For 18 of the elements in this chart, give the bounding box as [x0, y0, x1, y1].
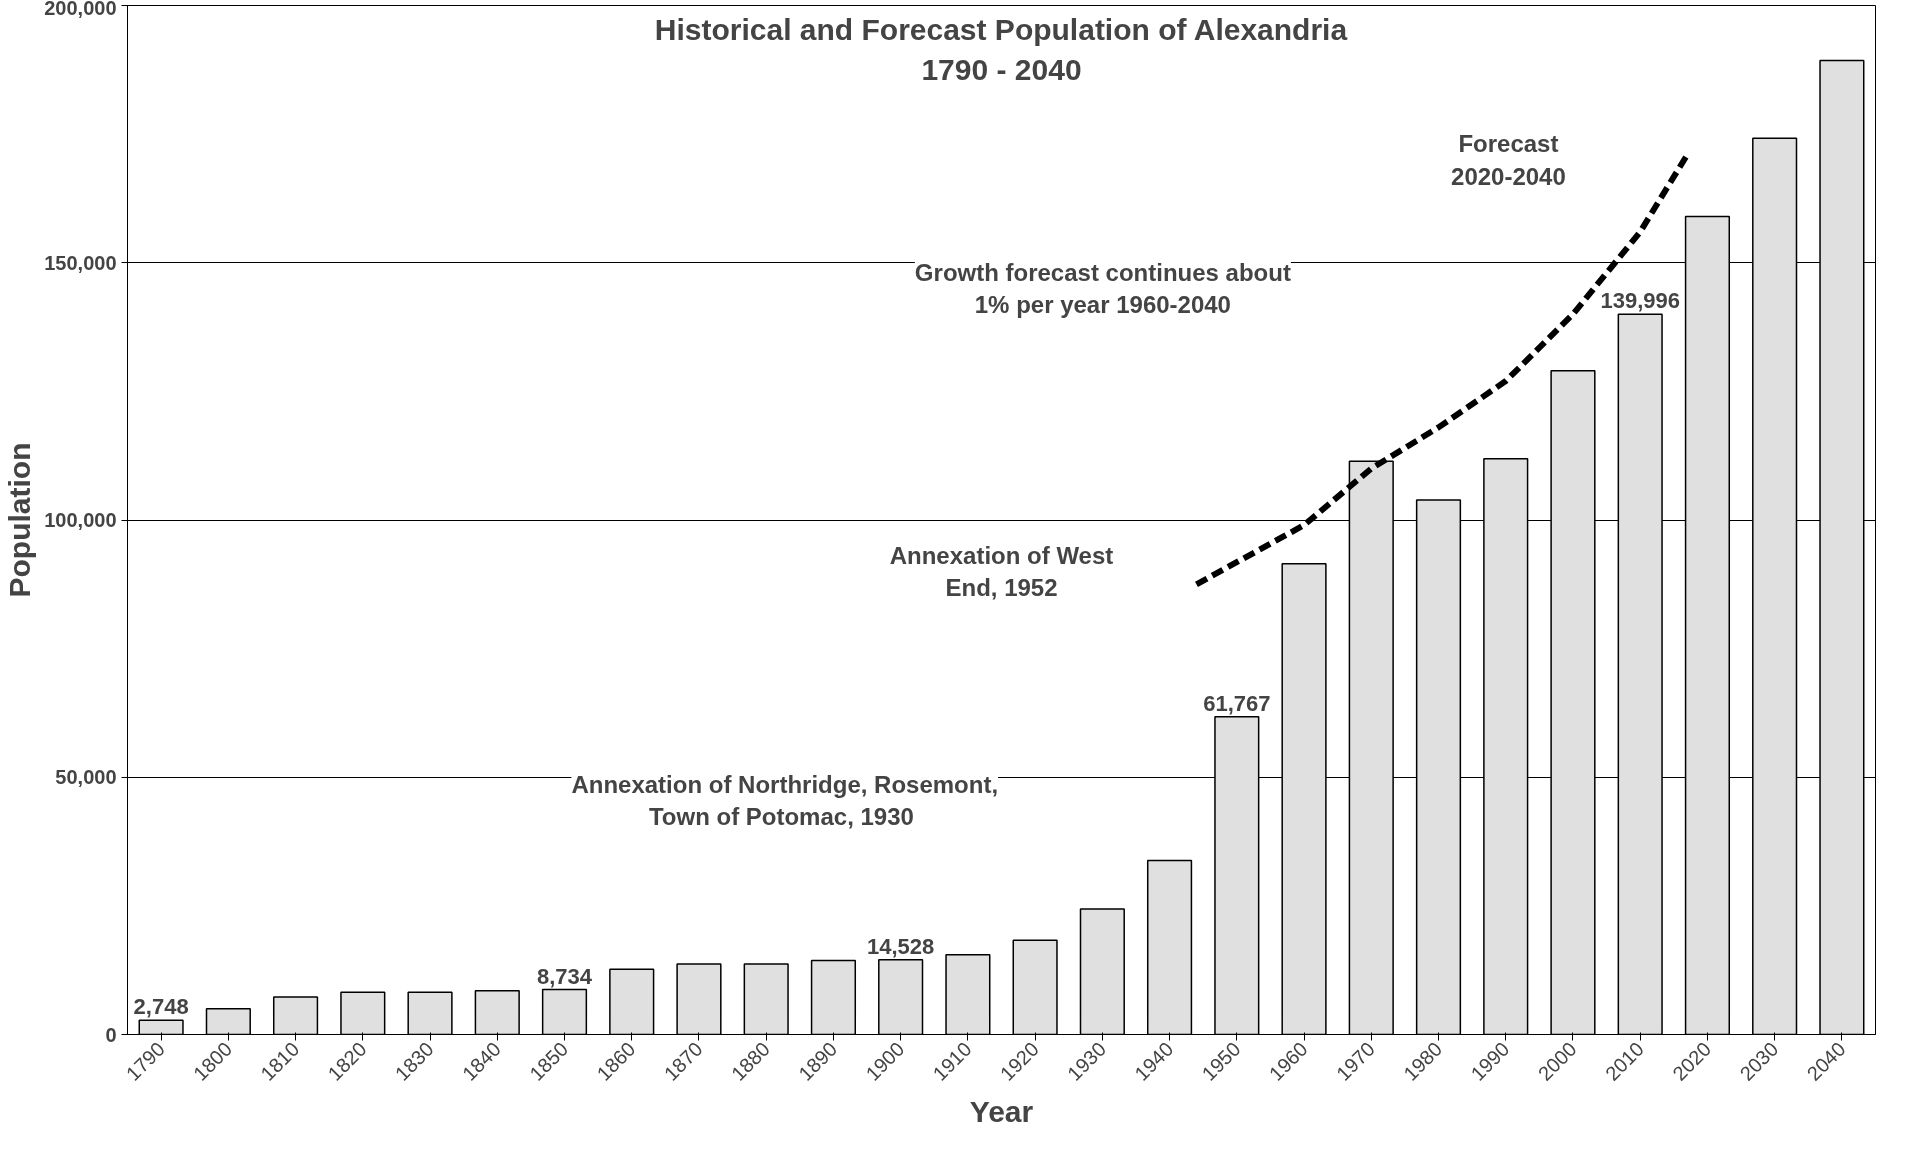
- data-label: 2,748: [133, 994, 189, 1020]
- y-tick-label: 200,000: [44, 0, 117, 19]
- chart-title: Historical and Forecast Population of Alexandria: [654, 12, 1348, 46]
- text: 1790 - 2040: [921, 52, 1082, 86]
- data-label: 139,996: [1600, 288, 1680, 314]
- data-label: 61,767: [1203, 690, 1271, 716]
- y-tick-label: 100,000: [44, 509, 117, 531]
- data-label: 8,734: [536, 963, 593, 989]
- annotation: Annexation of West End, 1952: [889, 541, 1114, 602]
- y-tick-label: 50,000: [55, 766, 117, 789]
- y-tick-label: 150,000: [44, 251, 117, 274]
- data-label: 14,528: [867, 933, 935, 959]
- annotation: Growth forecast continues about 1% per year 1960-2040: [914, 258, 1291, 319]
- annotation: Forecast 2020-2040: [1451, 130, 1566, 190]
- x-axis-title: Year: [969, 1094, 1034, 1128]
- y-tick-label: 0: [105, 1023, 117, 1046]
- annotation: Annexation of Northridge, Rosemont, Town of Potomac, 1930: [571, 770, 999, 831]
- y-axis-title: Population: [3, 442, 37, 598]
